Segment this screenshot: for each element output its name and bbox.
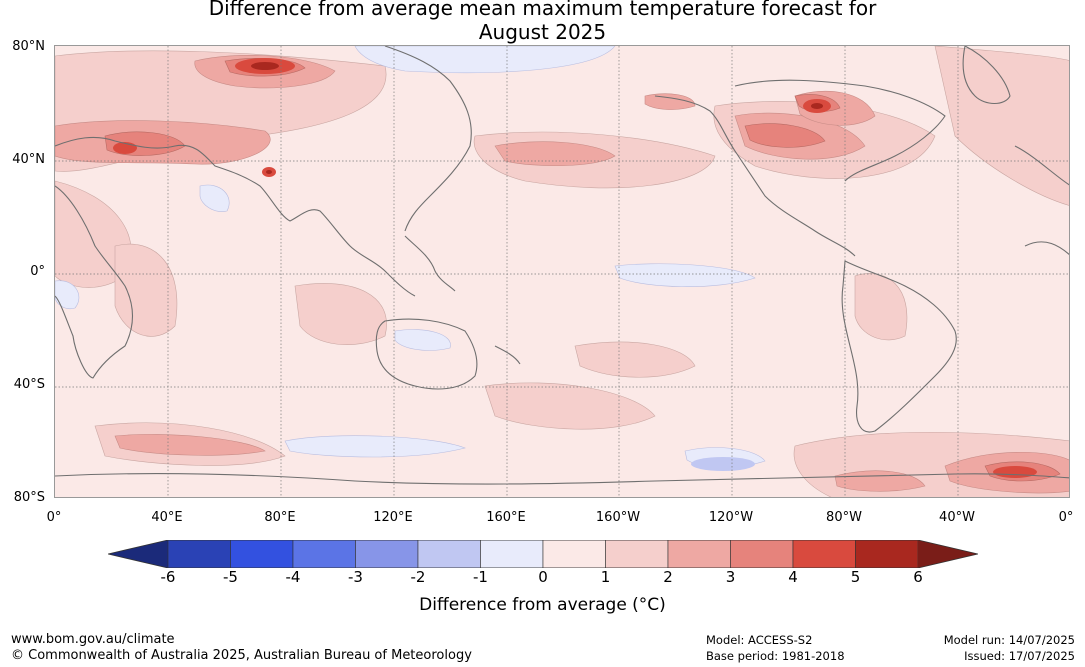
lat-label-80s: 80°S (13, 490, 45, 505)
lon-label-80e: 80°E (264, 510, 296, 525)
colorbar-bin (417, 540, 481, 568)
lon-label-40e: 40°E (151, 510, 183, 525)
title-line-1: Difference from average mean maximum tem… (208, 0, 877, 20)
lat-label-80n: 80°N (12, 39, 45, 54)
colorbar-tick-label: -5 (223, 568, 238, 586)
colorbar-bin (855, 540, 919, 568)
colorbar-bin (792, 540, 856, 568)
footer-copyright: © Commonwealth of Australia 2025, Austra… (11, 648, 472, 663)
colorbar-tick-label: 4 (788, 568, 798, 586)
colorbar-tick-label: 2 (663, 568, 673, 586)
colorbar-tick-label: -6 (160, 568, 176, 586)
colorbar-bin (167, 540, 231, 568)
lon-label-40w: 40°W (939, 510, 975, 525)
lon-label-160w: 160°W (595, 510, 641, 525)
colorbar-bin (480, 540, 544, 568)
forecast-map (54, 45, 1070, 498)
colorbar-tick-label: -4 (285, 568, 301, 586)
lon-label-160e: 160°E (486, 510, 526, 525)
colorbar-tick-label: 6 (913, 568, 923, 586)
colorbar-tick-label: -1 (473, 568, 488, 586)
colorbar-bin (730, 540, 794, 568)
title-line-2: August 2025 (478, 20, 607, 44)
footer-website: www.bom.gov.au/climate (11, 632, 175, 647)
lon-label-80w: 80°W (826, 510, 862, 525)
lat-label-40s: 40°S (13, 377, 45, 392)
colorbar-bin (542, 540, 606, 568)
colorbar-tick-label: -3 (348, 568, 363, 586)
colorbar-bin (292, 540, 356, 568)
footer-issued: Issued: 17/07/2025 (964, 649, 1075, 663)
anomaly-map-graphic (55, 46, 1069, 497)
colorbar-tick-label: 5 (850, 568, 861, 586)
colorbar (108, 540, 978, 568)
colorbar-tick-label: 3 (725, 568, 736, 586)
lat-label-equator: 0° (30, 264, 45, 279)
map-title: Difference from average mean maximum tem… (0, 0, 1085, 44)
lon-label-0-right: 0° (1058, 510, 1074, 525)
colorbar-tick-label: 0 (538, 568, 548, 586)
footer-model: Model: ACCESS-S2 (706, 633, 813, 647)
footer-model-run: Model run: 14/07/2025 (943, 633, 1075, 647)
colorbar-bin (355, 540, 419, 568)
footer-base-period: Base period: 1981-2018 (706, 649, 845, 663)
colorbar-extend-high (918, 540, 978, 568)
lon-label-0-left: 0° (46, 510, 62, 525)
colorbar-title: Difference from average (°C) (419, 595, 666, 615)
lon-label-120e: 120°E (373, 510, 413, 525)
colorbar-bin (605, 540, 669, 568)
lon-label-120w: 120°W (708, 510, 754, 525)
colorbar-tick-label: 1 (600, 568, 611, 586)
colorbar-extend-low (108, 540, 168, 568)
colorbar-bin (230, 540, 294, 568)
colorbar-tick-label: -2 (410, 568, 426, 586)
lat-label-40n: 40°N (12, 152, 45, 167)
colorbar-bin (667, 540, 731, 568)
